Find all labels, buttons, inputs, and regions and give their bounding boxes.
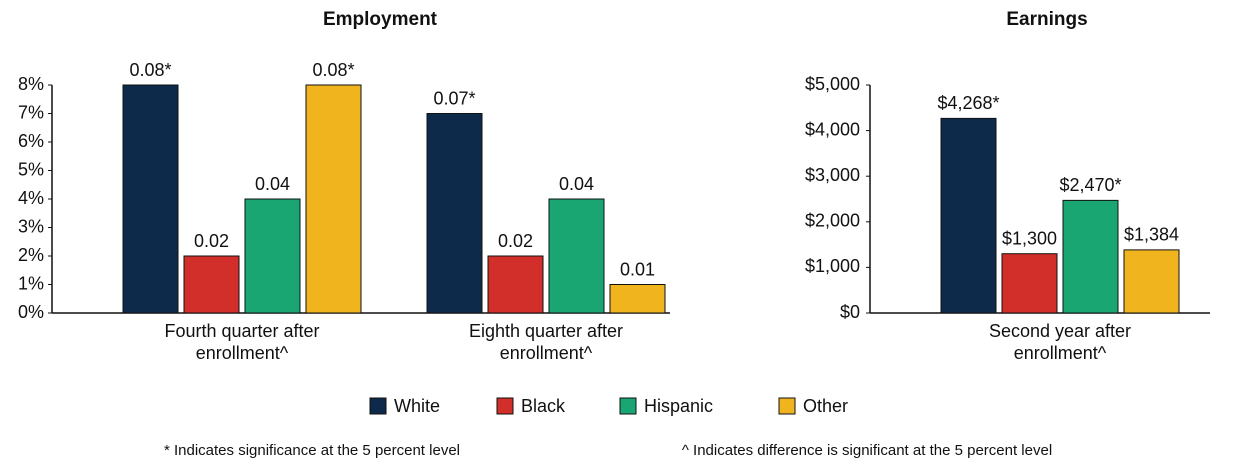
y-tick-label: 7%	[18, 102, 44, 122]
y-tick-label: 5%	[18, 159, 44, 179]
legend-swatch	[619, 397, 637, 415]
bar	[487, 255, 544, 314]
bar	[548, 198, 605, 314]
bar	[122, 84, 179, 314]
bar	[1062, 199, 1119, 314]
bar	[609, 284, 666, 314]
legend-swatch	[496, 397, 514, 415]
legend-swatch	[778, 397, 796, 415]
y-tick-label: $3,000	[805, 165, 860, 185]
data-label: 0.04	[559, 174, 594, 194]
y-tick-label: $0	[840, 302, 860, 322]
y-tick-label: 2%	[18, 245, 44, 265]
data-label: $2,470*	[1059, 175, 1121, 195]
data-label: 0.02	[498, 231, 533, 251]
bar	[183, 255, 240, 314]
y-tick-label: 8%	[18, 74, 44, 94]
legend-label: White	[394, 396, 440, 416]
data-label: 0.08*	[312, 60, 354, 80]
chart-title: Earnings	[1006, 9, 1087, 30]
x-tick-label: Eighth quarter after enrollment^	[468, 321, 624, 363]
data-label: 0.07*	[433, 88, 475, 108]
bar	[1001, 253, 1058, 314]
y-tick-label: 6%	[18, 131, 44, 151]
y-tick-label: $2,000	[805, 211, 860, 231]
y-tick-label: 0%	[18, 302, 44, 322]
footnote: ^ Indicates difference is significant at…	[682, 442, 1052, 459]
data-label: $4,268*	[937, 93, 999, 113]
y-tick-label: 1%	[18, 273, 44, 293]
legend-label: Other	[803, 396, 848, 416]
y-tick-label: 4%	[18, 188, 44, 208]
bar	[426, 113, 483, 314]
legend-label: Black	[521, 396, 566, 416]
legend-label: Hispanic	[644, 396, 713, 416]
y-tick-label: 3%	[18, 216, 44, 236]
footnote: * Indicates significance at the 5 percen…	[164, 442, 460, 459]
x-tick-label-box: Eighth quarter after enrollment^	[468, 321, 624, 363]
bar	[1123, 249, 1180, 314]
x-tick-label: Fourth quarter after enrollment^	[164, 321, 320, 363]
data-label: 0.01	[620, 259, 655, 279]
bar	[940, 117, 997, 314]
y-tick-label: $4,000	[805, 119, 860, 139]
data-label: $1,384	[1124, 225, 1179, 245]
x-tick-label: Second year after enrollment^	[988, 321, 1132, 363]
data-label: 0.02	[194, 231, 229, 251]
data-label: $1,300	[1002, 228, 1057, 248]
data-label: 0.08*	[129, 60, 171, 80]
x-tick-label-box: Second year after enrollment^	[988, 321, 1132, 363]
bar	[305, 84, 362, 314]
x-tick-label-box: Fourth quarter after enrollment^	[164, 321, 320, 363]
chart-title: Employment	[323, 9, 438, 30]
y-tick-label: $1,000	[805, 256, 860, 276]
bar	[244, 198, 301, 314]
data-label: 0.04	[255, 174, 290, 194]
legend-swatch	[369, 397, 387, 415]
y-tick-label: $5,000	[805, 74, 860, 94]
